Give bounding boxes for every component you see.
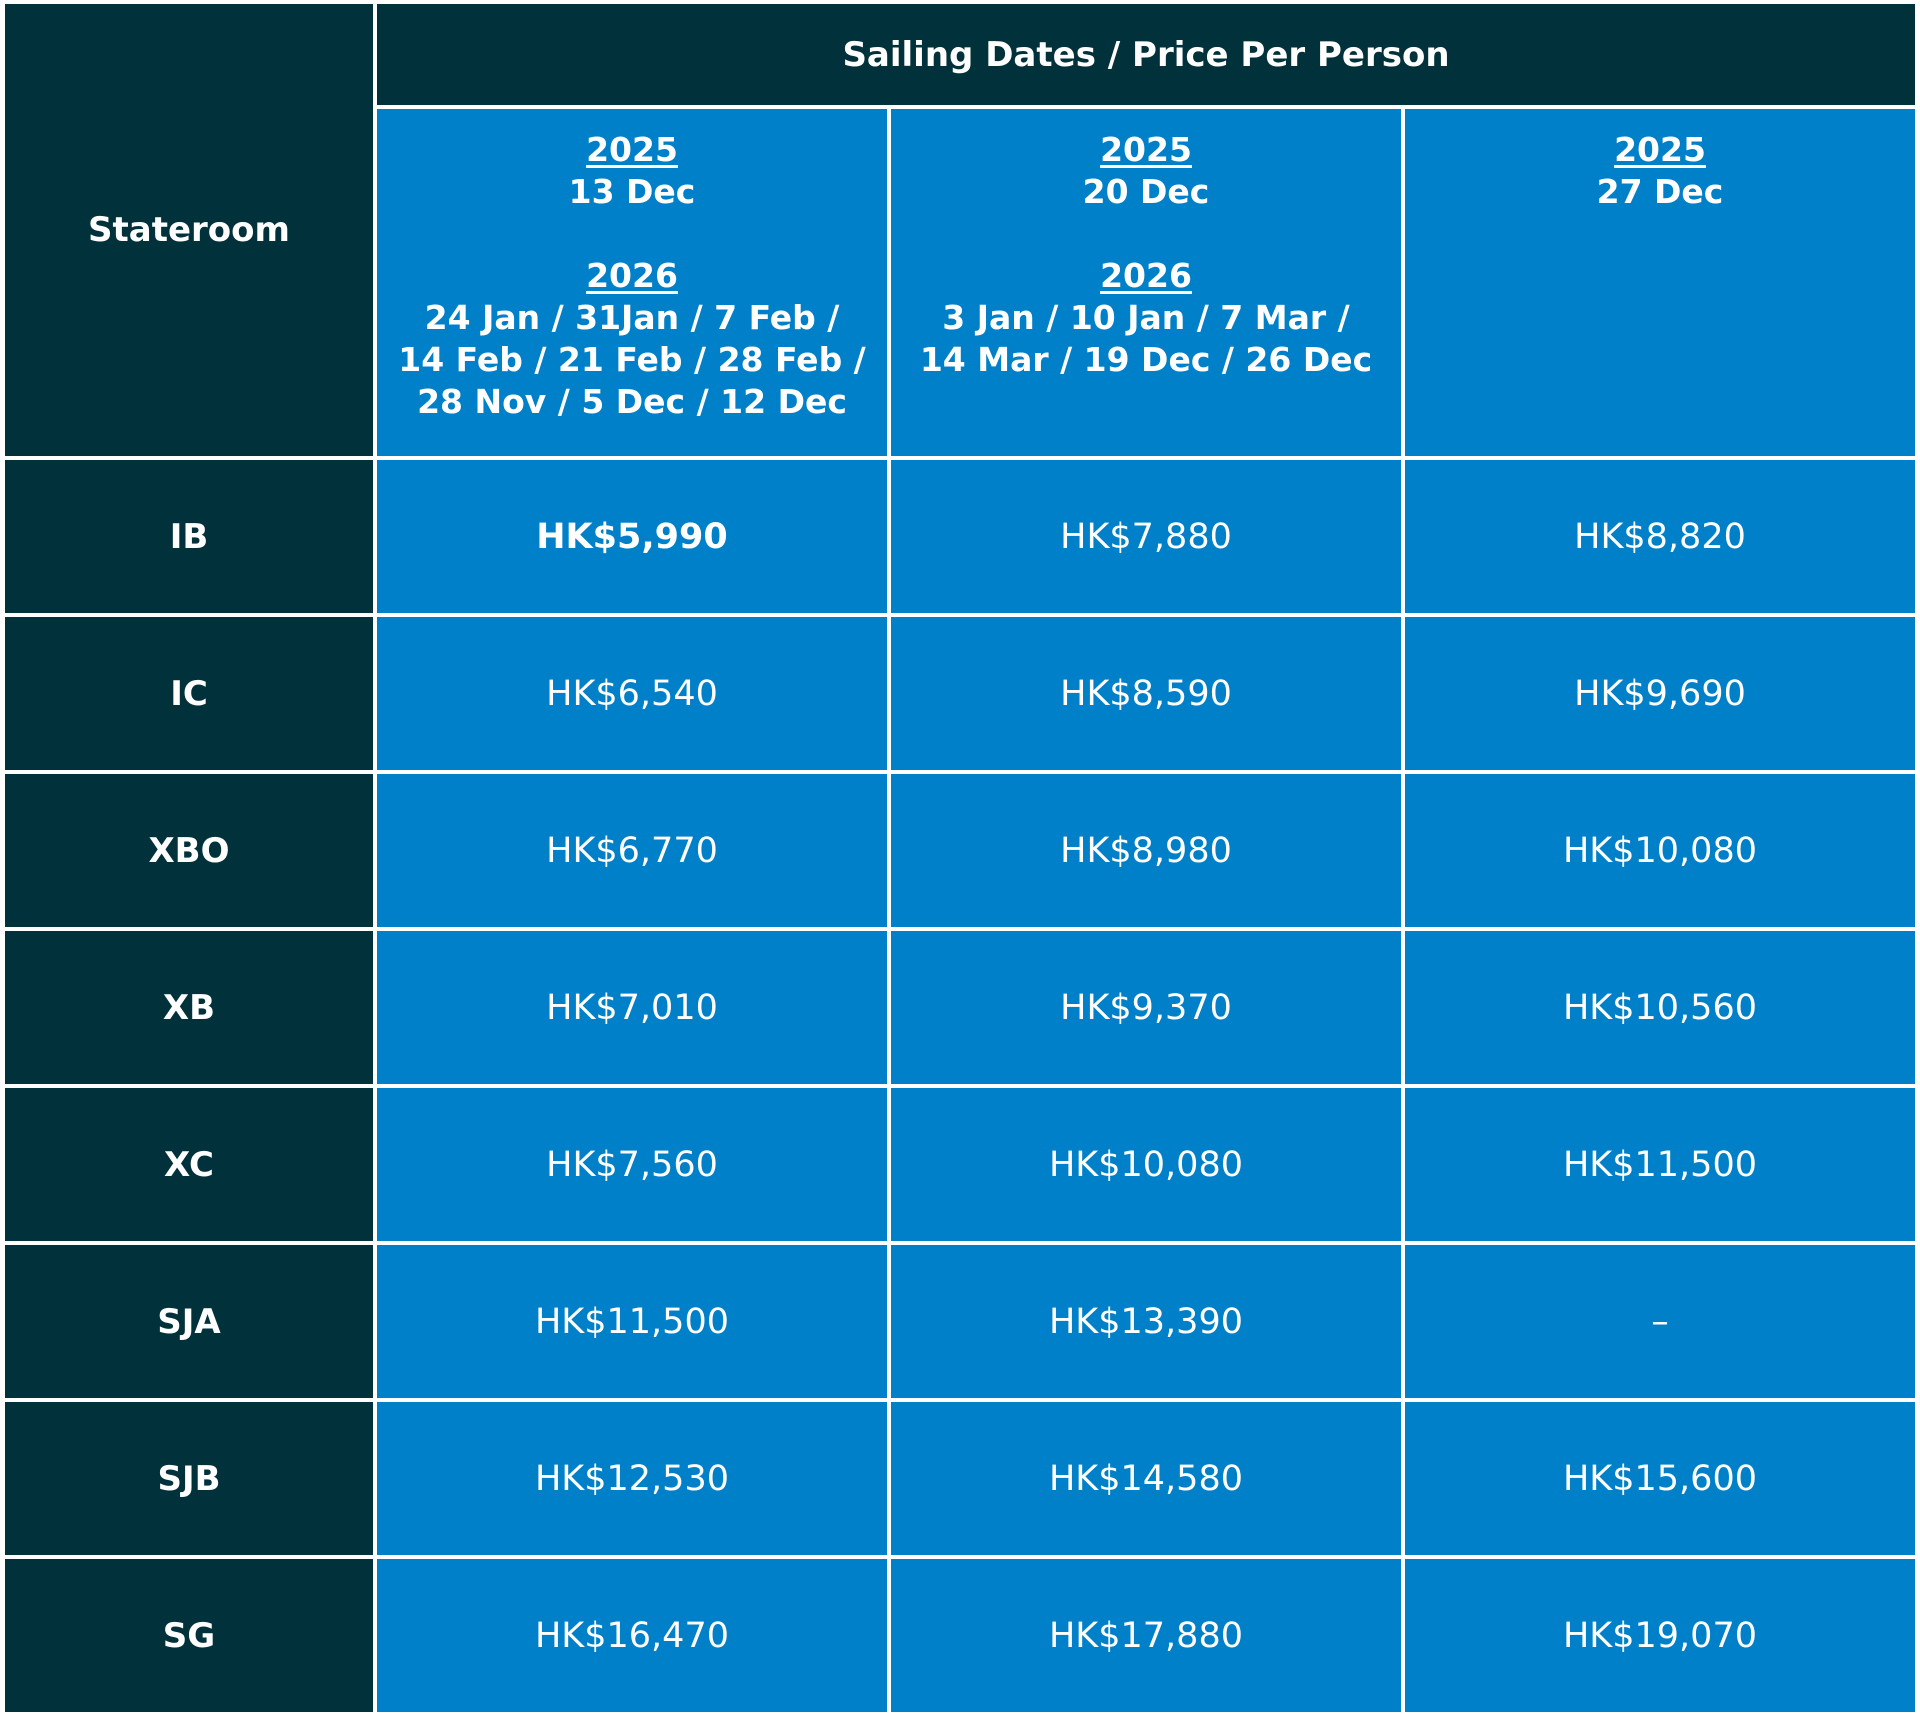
date-block: 2026 3 Jan / 10 Jan / 7 Mar /14 Mar / 19 … <box>920 255 1372 381</box>
date-line: 14 Feb / 21 Feb / 28 Feb / <box>398 340 866 379</box>
stateroom-name: SJB <box>5 1402 373 1555</box>
date-line: 28 Nov / 5 Dec / 12 Dec <box>417 382 847 421</box>
stateroom-name: SJA <box>5 1245 373 1398</box>
year: 2026 <box>1100 256 1192 295</box>
date-line: 3 Jan / 10 Jan / 7 Mar / <box>942 298 1350 337</box>
year: 2025 <box>586 130 678 169</box>
stateroom-name: IB <box>5 460 373 613</box>
price: HK$8,980 <box>891 774 1401 927</box>
price: – <box>1405 1245 1915 1398</box>
stateroom-header: Stateroom <box>5 4 373 456</box>
price: HK$8,590 <box>891 617 1401 770</box>
price: HK$16,470 <box>377 1559 887 1712</box>
date-header: 2025 13 Dec 2026 24 Jan / 31Jan / 7 Feb /14… <box>377 109 887 456</box>
price: HK$19,070 <box>1405 1559 1915 1712</box>
date-line: 24 Jan / 31Jan / 7 Feb / <box>424 298 840 337</box>
group-header: Sailing Dates / Price Per Person <box>377 4 1915 105</box>
date-header: 2025 20 Dec 2026 3 Jan / 10 Jan / 7 Mar /14… <box>891 109 1401 456</box>
date-block: 2025 13 Dec <box>569 129 696 213</box>
stateroom-name: SG <box>5 1559 373 1712</box>
year: 2026 <box>586 256 678 295</box>
date-line: 20 Dec <box>1082 172 1210 211</box>
date-line: 27 Dec <box>1596 172 1724 211</box>
price: HK$10,560 <box>1405 931 1915 1084</box>
stateroom-name: IC <box>5 617 373 770</box>
year: 2025 <box>1100 130 1192 169</box>
date-block: 2025 20 Dec <box>1083 129 1210 213</box>
price: HK$9,690 <box>1405 617 1915 770</box>
price: HK$7,880 <box>891 460 1401 613</box>
year: 2025 <box>1614 130 1706 169</box>
price: HK$6,770 <box>377 774 887 927</box>
price: HK$15,600 <box>1405 1402 1915 1555</box>
date-header: 2025 27 Dec <box>1405 109 1915 456</box>
price: HK$10,080 <box>1405 774 1915 927</box>
price: HK$5,990 <box>377 460 887 613</box>
price: HK$12,530 <box>377 1402 887 1555</box>
price: HK$7,560 <box>377 1088 887 1241</box>
date-block: 2025 27 Dec <box>1597 129 1724 213</box>
price: HK$6,540 <box>377 617 887 770</box>
price-table: Stateroom Sailing Dates / Price Per Perso… <box>5 4 1915 1712</box>
date-block: 2026 24 Jan / 31Jan / 7 Feb /14 Feb / 21 … <box>398 255 865 423</box>
stateroom-name: XB <box>5 931 373 1084</box>
price: HK$10,080 <box>891 1088 1401 1241</box>
price: HK$8,820 <box>1405 460 1915 613</box>
price: HK$14,580 <box>891 1402 1401 1555</box>
price: HK$13,390 <box>891 1245 1401 1398</box>
price: HK$11,500 <box>377 1245 887 1398</box>
price: HK$11,500 <box>1405 1088 1915 1241</box>
price: HK$17,880 <box>891 1559 1401 1712</box>
stateroom-name: XBO <box>5 774 373 927</box>
date-line: 14 Mar / 19 Dec / 26 Dec <box>919 340 1373 379</box>
price: HK$9,370 <box>891 931 1401 1084</box>
price: HK$7,010 <box>377 931 887 1084</box>
date-line: 13 Dec <box>568 172 696 211</box>
stateroom-name: XC <box>5 1088 373 1241</box>
